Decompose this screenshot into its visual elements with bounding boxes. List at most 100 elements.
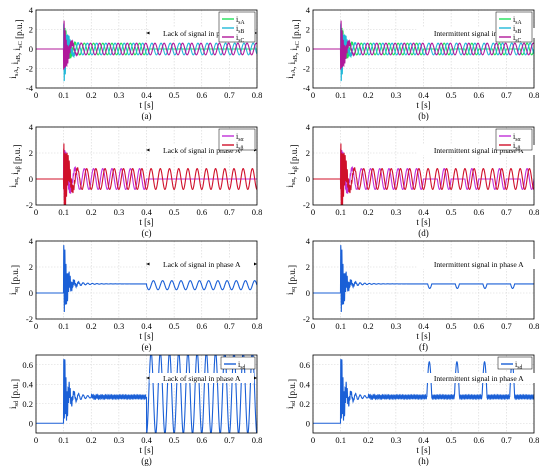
x-tick-label: 0.2 bbox=[363, 90, 374, 100]
series-line-isd bbox=[313, 358, 534, 424]
legend-label: isC bbox=[236, 33, 244, 44]
x-tick-label: 0.5 bbox=[169, 435, 180, 445]
y-axis-label: isq [p.u.] bbox=[285, 265, 297, 295]
x-tick-label: 0.8 bbox=[252, 321, 263, 331]
x-tick-label: 0.5 bbox=[446, 321, 457, 331]
axes-frame bbox=[35, 354, 258, 434]
x-tick-label: 0.4 bbox=[418, 321, 429, 331]
x-tick-label: 0.6 bbox=[196, 207, 207, 217]
annotation-text: Lack of signal in phase A bbox=[163, 260, 241, 269]
x-tick-label: 0.4 bbox=[418, 435, 429, 445]
y-tick-label: 2 bbox=[306, 25, 310, 35]
x-axis-label: t [s] bbox=[139, 100, 153, 110]
legend-label: isB bbox=[513, 24, 521, 35]
panel-label: (a) bbox=[142, 111, 152, 121]
x-tick-label: 0.2 bbox=[363, 207, 374, 217]
annotation-bg bbox=[149, 259, 254, 269]
y-tick-label: 0.2 bbox=[22, 399, 33, 409]
y-tick-label: 2 bbox=[306, 262, 310, 272]
y-tick-label: 0 bbox=[29, 418, 33, 428]
x-tick-label: 0.8 bbox=[252, 207, 263, 217]
x-tick-label: 0.8 bbox=[252, 435, 263, 445]
x-tick-label: 0.4 bbox=[418, 207, 429, 217]
axes-frame bbox=[35, 126, 258, 206]
series-line-isC bbox=[36, 20, 257, 70]
x-axis-label: t [s] bbox=[416, 217, 430, 227]
legend-label: isβ bbox=[513, 141, 520, 152]
x-tick-label: 0.1 bbox=[58, 207, 69, 217]
y-tick-label: -2 bbox=[26, 314, 33, 324]
annotation-bg bbox=[149, 28, 254, 38]
x-tick-label: 0 bbox=[311, 321, 315, 331]
x-tick-label: 0.7 bbox=[501, 207, 512, 217]
series-line-isq bbox=[36, 245, 257, 312]
x-tick-label: 0.3 bbox=[391, 90, 402, 100]
legend-label: isA bbox=[236, 15, 245, 26]
annotation-bg bbox=[416, 259, 542, 269]
x-tick-label: 0.8 bbox=[529, 90, 540, 100]
series-line-isq bbox=[313, 245, 534, 312]
x-tick-label: 0.6 bbox=[196, 90, 207, 100]
panel-label: (f) bbox=[419, 342, 428, 352]
legend-label: isB bbox=[236, 24, 244, 35]
x-axis-label: t [s] bbox=[139, 331, 153, 341]
chart-panel-b: 0 0.1 0.2 0.3 0.4 0.5 0.6 0.7 0.8 -4 -2 0 2 4 Intermit… bbox=[285, 5, 542, 121]
y-tick-label: 4 bbox=[29, 5, 34, 15]
annotation-bg bbox=[416, 145, 542, 155]
x-tick-label: 0.7 bbox=[224, 321, 235, 331]
y-axis-label: isA, isB, isC [p.u.] bbox=[8, 19, 24, 78]
x-tick-label: 0.4 bbox=[141, 90, 152, 100]
x-tick-label: 0.5 bbox=[169, 90, 180, 100]
annotation-bg bbox=[149, 145, 254, 155]
y-tick-label: 0.6 bbox=[22, 360, 33, 370]
annotation-bg bbox=[416, 28, 542, 38]
series-line-is bbox=[313, 148, 534, 200]
chart-panel-g: 0 0.1 0.2 0.3 0.4 0.5 0.6 0.7 0.8 0 0.2 0.4 0.6 Lack … bbox=[8, 354, 263, 466]
x-tick-label: 0.2 bbox=[86, 90, 97, 100]
y-axis-label: isd [p.u.] bbox=[8, 379, 20, 409]
y-tick-label: 0 bbox=[306, 288, 310, 298]
panel-label: (b) bbox=[418, 111, 429, 121]
axes-frame bbox=[312, 354, 535, 434]
y-tick-label: -4 bbox=[303, 83, 311, 93]
y-tick-label: -2 bbox=[303, 314, 310, 324]
x-tick-label: 0 bbox=[34, 207, 38, 217]
x-tick-label: 0.1 bbox=[335, 435, 346, 445]
axes-frame bbox=[312, 126, 535, 206]
annotation-text: Lack of signal in phase A bbox=[163, 29, 241, 38]
x-tick-label: 0.5 bbox=[169, 321, 180, 331]
annotation-text: Intermittent signal in phase A bbox=[434, 29, 524, 38]
x-tick-label: 0.3 bbox=[114, 90, 125, 100]
y-axis-label: isq [p.u.] bbox=[8, 265, 20, 295]
y-tick-label: 4 bbox=[306, 5, 311, 15]
axes-frame bbox=[35, 9, 258, 89]
x-tick-label: 0.2 bbox=[363, 435, 374, 445]
series-line-isd bbox=[36, 355, 257, 433]
series-line-is bbox=[36, 148, 257, 200]
x-tick-label: 0.3 bbox=[391, 207, 402, 217]
x-tick-label: 0.6 bbox=[196, 435, 207, 445]
series-line-isC bbox=[313, 20, 534, 70]
y-tick-label: 2 bbox=[306, 148, 310, 158]
x-axis-label: t [s] bbox=[416, 331, 430, 341]
x-tick-label: 0.1 bbox=[335, 321, 346, 331]
series-line-isB bbox=[313, 23, 534, 82]
y-tick-label: 4 bbox=[29, 122, 34, 132]
y-tick-label: 4 bbox=[306, 122, 311, 132]
axes-frame bbox=[35, 240, 258, 320]
x-tick-label: 0.6 bbox=[473, 90, 484, 100]
axes-frame bbox=[312, 9, 535, 89]
x-tick-label: 0 bbox=[34, 321, 38, 331]
annotation-text: Lack of signal in phase A bbox=[163, 374, 241, 383]
axes-frame bbox=[312, 240, 535, 320]
series-line-is bbox=[313, 143, 534, 205]
y-axis-label: isd [p.u.] bbox=[285, 379, 297, 409]
legend-label: isα bbox=[236, 132, 244, 143]
x-tick-label: 0.7 bbox=[501, 321, 512, 331]
x-tick-label: 0.8 bbox=[252, 90, 263, 100]
panel-label: (e) bbox=[142, 342, 152, 352]
x-tick-label: 0.4 bbox=[141, 207, 152, 217]
